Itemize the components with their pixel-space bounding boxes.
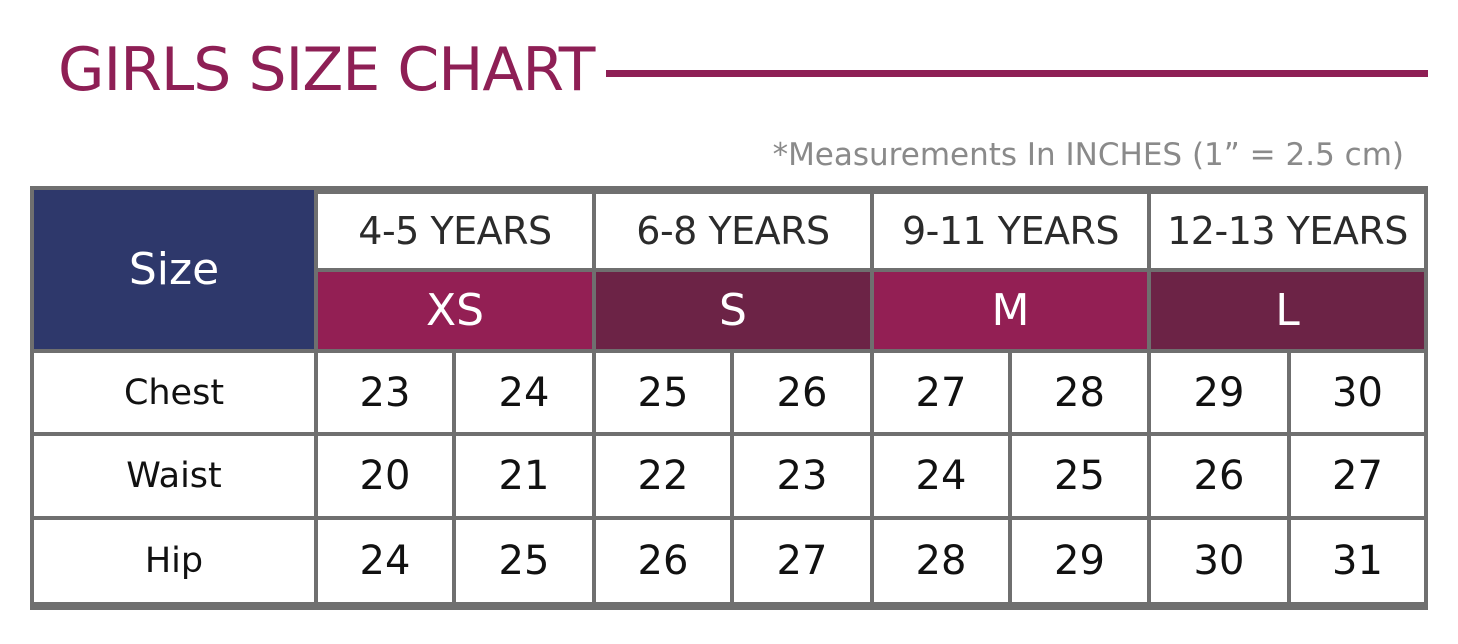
row-label-waist: Waist xyxy=(34,436,314,516)
chart-title: GIRLS SIZE CHART xyxy=(58,35,595,105)
age-range-header: 9-11 YEARS xyxy=(874,194,1147,268)
table-cell: 24 xyxy=(456,353,592,432)
row-label-hip: Hip xyxy=(34,520,314,602)
table-cell: 23 xyxy=(318,353,452,432)
table-cell: 24 xyxy=(874,436,1008,516)
table-cell: 26 xyxy=(1151,436,1287,516)
size-table: Size 4-5 YEARS 6-8 YEARS 9-11 YEARS 12-1… xyxy=(30,186,1428,610)
table-cell: 29 xyxy=(1012,520,1147,602)
size-code-header: M xyxy=(874,272,1147,349)
table-cell: 28 xyxy=(1012,353,1147,432)
table-cell: 22 xyxy=(596,436,730,516)
table-cell: 25 xyxy=(596,353,730,432)
table-cell: 28 xyxy=(874,520,1008,602)
table-cell: 31 xyxy=(1291,520,1424,602)
table-cell: 27 xyxy=(874,353,1008,432)
table-cell: 24 xyxy=(318,520,452,602)
age-range-header: 12-13 YEARS xyxy=(1151,194,1424,268)
size-code-header: L xyxy=(1151,272,1424,349)
table-cell: 30 xyxy=(1151,520,1287,602)
size-header: Size xyxy=(34,190,314,349)
table-cell: 30 xyxy=(1291,353,1424,432)
table-cell: 23 xyxy=(734,436,870,516)
table-cell: 27 xyxy=(734,520,870,602)
table-cell: 21 xyxy=(456,436,592,516)
table-cell: 27 xyxy=(1291,436,1424,516)
table-cell: 29 xyxy=(1151,353,1287,432)
table-cell: 26 xyxy=(596,520,730,602)
table-cell: 25 xyxy=(456,520,592,602)
row-label-chest: Chest xyxy=(34,353,314,432)
size-code-header: XS xyxy=(318,272,592,349)
table-cell: 26 xyxy=(734,353,870,432)
size-code-header: S xyxy=(596,272,870,349)
table-cell: 25 xyxy=(1012,436,1147,516)
measurement-note: *Measurements In INCHES (1” = 2.5 cm) xyxy=(772,137,1404,173)
age-range-header: 4-5 YEARS xyxy=(318,194,592,268)
age-range-header: 6-8 YEARS xyxy=(596,194,870,268)
table-cell: 20 xyxy=(318,436,452,516)
title-divider xyxy=(606,70,1428,77)
